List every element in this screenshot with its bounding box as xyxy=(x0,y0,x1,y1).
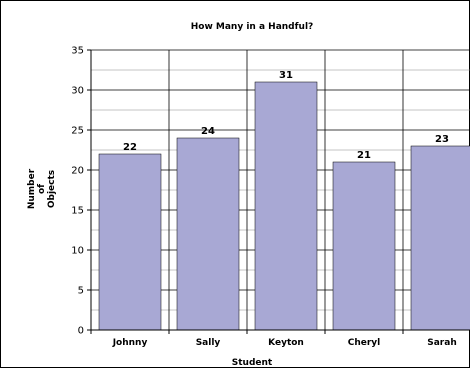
y-axis-title-line: Number xyxy=(27,168,37,209)
y-tick-label: 20 xyxy=(71,166,84,177)
data-label-keyton: 31 xyxy=(279,70,293,81)
y-tick-label: 5 xyxy=(78,286,84,297)
bars xyxy=(98,81,470,331)
category-label-sarah: Sarah xyxy=(427,338,456,348)
data-label-sally: 24 xyxy=(201,126,215,137)
data-label-sarah: 23 xyxy=(435,134,449,145)
category-label-sally: Sally xyxy=(196,338,221,348)
y-tick-label: 0 xyxy=(78,326,84,337)
axes xyxy=(87,49,470,334)
bar-cheryl xyxy=(332,161,396,331)
bar-sally xyxy=(176,137,240,331)
data-label-cheryl: 21 xyxy=(357,150,371,161)
y-axis-title: NumberofObjects xyxy=(27,168,57,209)
y-tick-label: 15 xyxy=(71,206,84,217)
category-label-johnny: Johnny xyxy=(112,338,148,348)
labels: 22 Johnny 24 Sally 31 Keyton 21 Cheryl 23 Sarah 0 5… xyxy=(71,46,456,349)
bar-keyton xyxy=(254,81,318,331)
y-tick-label: 25 xyxy=(71,126,84,137)
data-label-johnny: 22 xyxy=(123,142,137,153)
y-axis-title-line: of xyxy=(37,184,47,194)
y-axis-title-line: Objects xyxy=(47,170,57,208)
y-tick-label: 30 xyxy=(71,86,84,97)
bar-sarah xyxy=(410,145,470,331)
y-tick-label: 35 xyxy=(71,46,84,57)
x-axis-title: Student xyxy=(232,358,273,368)
chart-title: How Many in a Handful? xyxy=(191,22,314,32)
category-label-cheryl: Cheryl xyxy=(348,338,381,348)
bar-johnny xyxy=(98,153,162,331)
y-tick-label: 10 xyxy=(71,246,84,257)
category-label-keyton: Keyton xyxy=(268,338,304,348)
